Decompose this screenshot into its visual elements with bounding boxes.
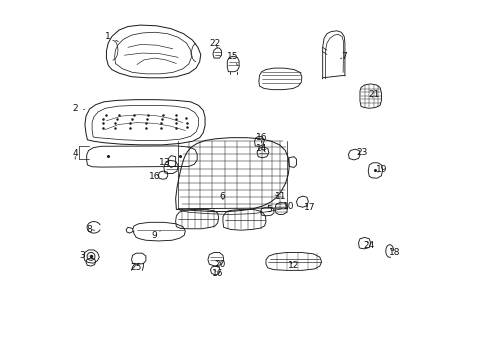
Text: 25: 25	[130, 263, 142, 273]
Text: 7: 7	[340, 52, 346, 61]
Text: 6: 6	[219, 192, 224, 201]
Text: 11: 11	[274, 192, 285, 201]
Text: 13: 13	[159, 158, 170, 167]
Text: 20: 20	[214, 260, 225, 269]
Text: 21: 21	[368, 90, 379, 99]
Text: 24: 24	[363, 241, 374, 250]
Text: 19: 19	[375, 166, 386, 175]
Text: 5: 5	[265, 205, 271, 214]
Text: 15: 15	[227, 52, 238, 65]
Text: 17: 17	[304, 203, 315, 212]
Text: 2: 2	[72, 104, 84, 113]
Text: 1: 1	[104, 32, 118, 41]
Text: 22: 22	[209, 39, 220, 48]
Text: 9: 9	[151, 231, 160, 240]
Text: 4: 4	[72, 149, 78, 159]
Text: 16: 16	[149, 172, 160, 181]
Text: 10: 10	[282, 202, 293, 211]
Text: 23: 23	[356, 148, 367, 157]
Text: 16: 16	[211, 269, 223, 278]
Text: 3: 3	[80, 251, 88, 260]
Text: 16: 16	[255, 133, 267, 143]
Text: 8: 8	[86, 225, 94, 234]
Text: 12: 12	[288, 261, 299, 270]
Text: 14: 14	[256, 144, 267, 153]
Text: 18: 18	[388, 248, 399, 257]
